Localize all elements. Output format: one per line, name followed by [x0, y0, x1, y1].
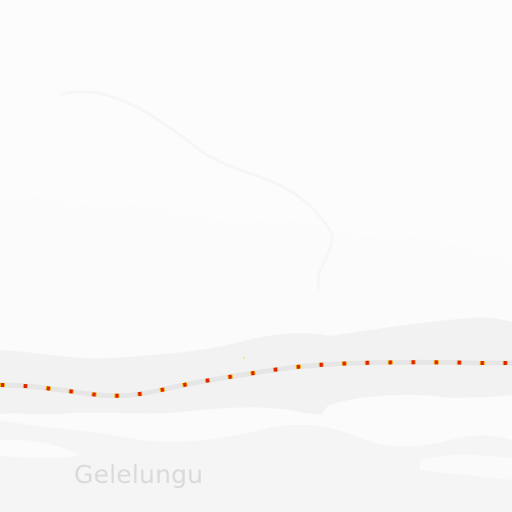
relief-upper [0, 0, 512, 260]
terrain-lower-patch-2 [323, 395, 512, 438]
map-speck [243, 357, 245, 359]
place-label-gelelungu[interactable]: Gelelungu [74, 462, 203, 487]
